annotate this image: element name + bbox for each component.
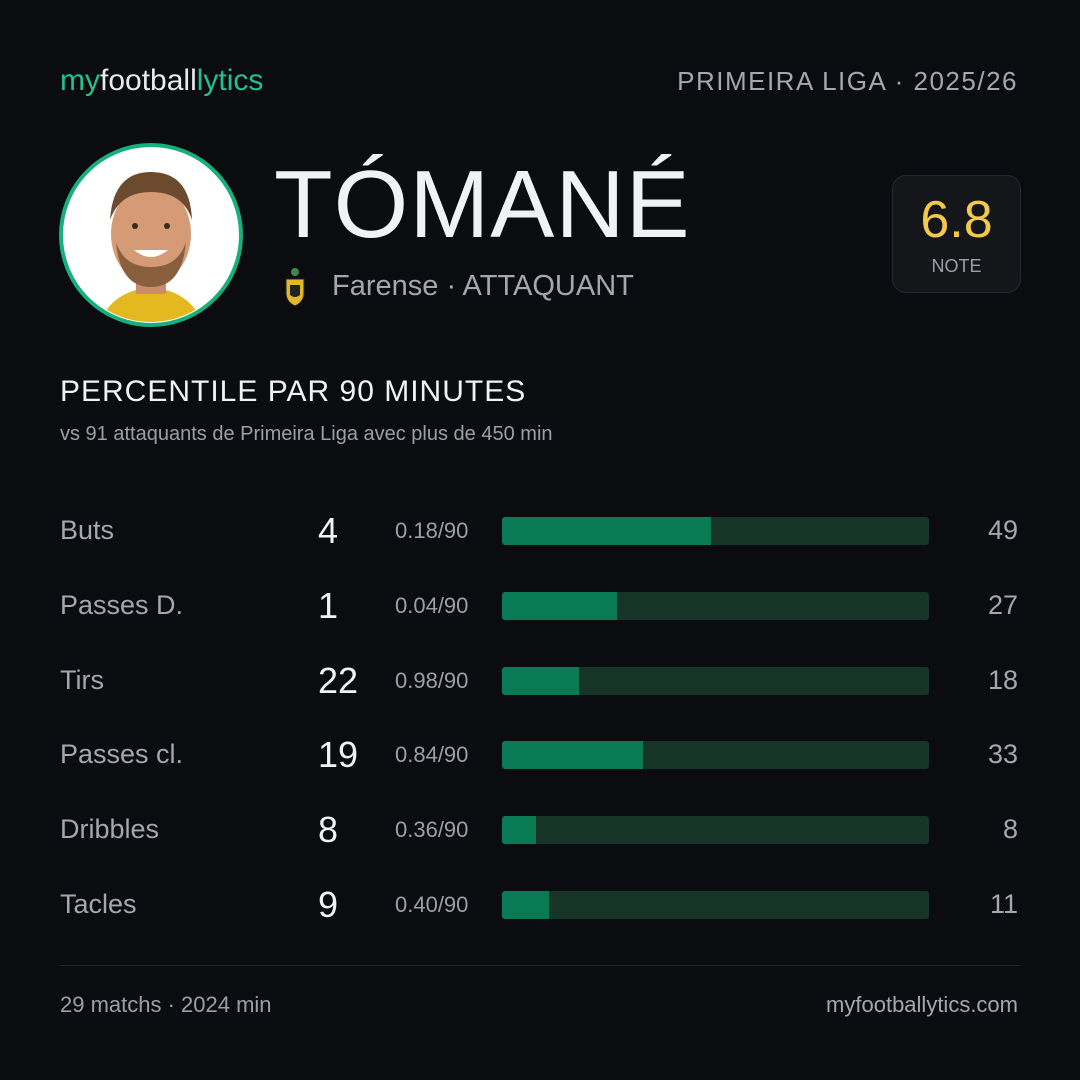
- percentile-value: 27: [987, 589, 1018, 620]
- brand: myfootballlytics: [60, 64, 263, 98]
- player-name: TÓMANÉ: [274, 151, 691, 258]
- stat-per90: 0.36/90: [395, 817, 469, 843]
- stat-total: 19: [318, 734, 359, 776]
- footer-summary: 29 matchs · 2024 min: [60, 992, 272, 1017]
- stat-total: 1: [318, 584, 339, 626]
- stat-per90: 0.18/90: [395, 518, 469, 543]
- stat-label: Dribbles: [60, 814, 160, 845]
- percentile-track: [502, 816, 929, 845]
- percentile-bar: [502, 816, 537, 845]
- stat-per90: 0.84/90: [395, 742, 469, 768]
- section-subtitle: vs 91 attaquants de Primeira Liga avec p…: [60, 423, 553, 445]
- stat-total: 22: [318, 659, 359, 701]
- stat-total: 8: [318, 809, 339, 851]
- percentile-value: 18: [987, 664, 1018, 695]
- percentile-bar: [502, 591, 618, 620]
- percentile-track: [502, 666, 929, 695]
- rating: 6.8: [920, 191, 993, 249]
- footer-site: myfootballytics.com: [826, 992, 1018, 1017]
- stat-per90: 0.98/90: [395, 667, 469, 693]
- percentile-value: 8: [1002, 814, 1018, 845]
- percentile-bar: [502, 741, 643, 770]
- percentile-track: [502, 517, 929, 545]
- percentile-bar: [502, 517, 712, 545]
- percentile-bar: [502, 891, 549, 919]
- league: PRIMEIRA LIGA · 2025/26: [677, 66, 1018, 96]
- stat-label: Passes D.: [60, 589, 184, 620]
- rating-box: 6.8 NOTE: [892, 175, 1021, 293]
- club-badge: [285, 268, 305, 307]
- brand-part: football: [100, 64, 197, 97]
- percentile-track: [502, 741, 929, 770]
- stat-per90: 0.40/90: [395, 892, 469, 917]
- section-title: PERCENTILE PAR 90 MINUTES: [60, 375, 527, 408]
- club-role: Farense · ATTAQUANT: [332, 270, 634, 302]
- stat-label: Tacles: [60, 889, 137, 919]
- divider: [60, 965, 1020, 966]
- stat-per90: 0.04/90: [395, 592, 469, 618]
- percentile-track: [502, 891, 929, 919]
- percentile-track: [502, 591, 929, 620]
- player-photo: [59, 143, 243, 327]
- rating-label: NOTE: [931, 256, 982, 276]
- stat-label: Buts: [60, 515, 115, 545]
- percentile-value: 49: [987, 515, 1018, 545]
- brand-part: lytics: [196, 64, 264, 97]
- stat-label: Passes cl.: [60, 739, 184, 770]
- stat-label: Tirs: [60, 664, 104, 695]
- percentile-value: 11: [989, 889, 1018, 919]
- percentile-bar: [502, 666, 579, 695]
- percentile-value: 33: [987, 739, 1018, 770]
- stat-total: 4: [318, 510, 339, 551]
- brand-part: my: [60, 64, 100, 97]
- stat-total: 9: [318, 884, 339, 925]
